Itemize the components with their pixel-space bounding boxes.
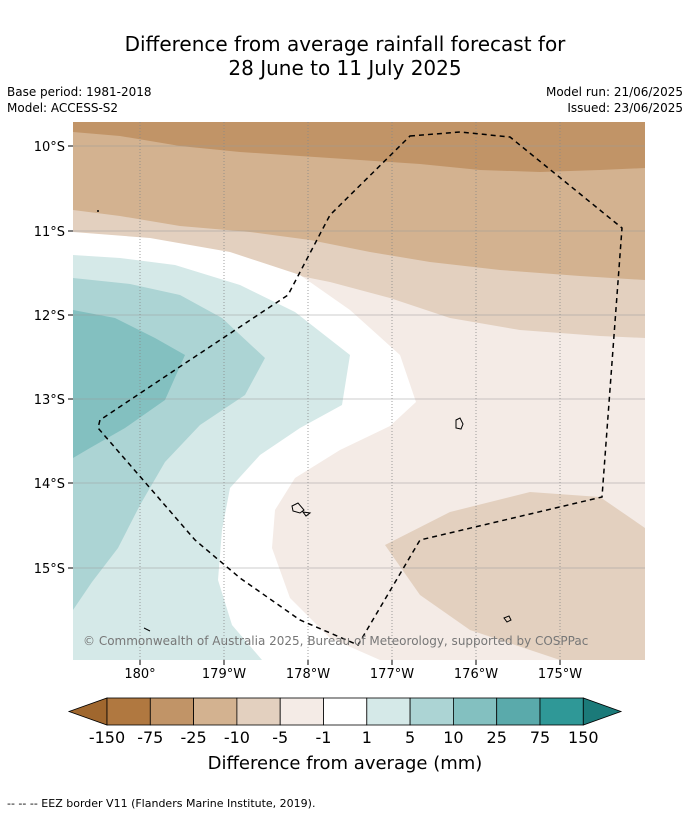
colorbar-swatch [236,697,281,726]
colorbar-swatch [496,697,541,726]
lat-label: 14°S [34,477,65,492]
lon-label: 177°W [370,667,414,682]
model-label: Model: ACCESS-S2 [7,101,119,115]
colorbar-swatch [539,697,584,726]
colorbar-tick-label: -150 [88,728,126,747]
colorbar-swatch [323,697,368,726]
lat-label: 15°S [34,562,65,577]
lon-label: 180° [124,667,155,682]
issued-label: Issued: 23/06/2025 [567,101,683,115]
colorbar-tick-label: 150 [568,728,599,747]
model-run-label: Model run: 21/06/2025 [545,85,683,99]
colorbar-swatch [193,697,238,726]
parallels [73,145,645,569]
colorbar-swatch [409,697,454,726]
island-outline [97,210,99,212]
longitude-labels: 180° 179°W 178°W 177°W 176°W 175°W [124,667,582,682]
colorbar-extend-high [582,697,623,726]
axis-ticks [68,145,561,665]
lon-label: 175°W [538,667,582,682]
lat-label: 12°S [34,309,65,324]
colorbar-extend-low [67,697,108,726]
lat-label: 11°S [34,225,65,240]
colorbar-tick-label: 10 [443,728,464,747]
colorbar-swatch [106,697,151,726]
chart-title-line1: Difference from average rainfall forecas… [124,32,566,56]
colorbar-tick-label: -25 [180,728,207,747]
colorbar-tick-label: 5 [405,728,416,747]
chart-title-line2: 28 June to 11 July 2025 [228,56,462,80]
copyright-notice: © Commonwealth of Australia 2025, Bureau… [83,634,588,648]
colorbar-swatch [279,697,324,726]
island-outline [503,615,512,623]
colorbar-swatch [366,697,411,726]
colorbar-tick-label: 1 [361,728,372,747]
map-plot-area [73,122,645,660]
eez-footnote: -- -- -- EEZ border V11 (Flanders Marine… [7,797,316,810]
colorbar-tick-label: -1 [315,728,332,747]
latitude-labels: 10°S 11°S 12°S 13°S 14°S 15°S [34,140,65,577]
island-outline [143,627,151,632]
island-outline [455,417,464,430]
lon-label: 179°W [202,667,246,682]
lon-label: 176°W [454,667,498,682]
colorbar-swatch [452,697,498,726]
colorbar-tick-label: -5 [272,728,289,747]
lat-label: 13°S [34,393,65,408]
colorbar-tick-label: -10 [223,728,250,747]
island-outline [301,511,312,517]
colorbar-title: Difference from average (mm) [207,753,483,774]
anomaly-fill-neg75-neg25 [73,122,645,172]
base-period-label: Base period: 1981-2018 [7,85,152,99]
colorbar-tick-label: -75 [137,728,164,747]
lat-label: 10°S [34,140,65,155]
lon-label: 178°W [286,667,330,682]
colorbar-tick-label: 75 [529,728,551,747]
anomaly-fill-10-25 [73,310,185,458]
colorbar-tick-label: 25 [486,728,507,747]
colorbar [67,697,623,726]
anomaly-fill-neg10-neg5-south [385,492,645,660]
colorbar-swatch [149,697,195,726]
